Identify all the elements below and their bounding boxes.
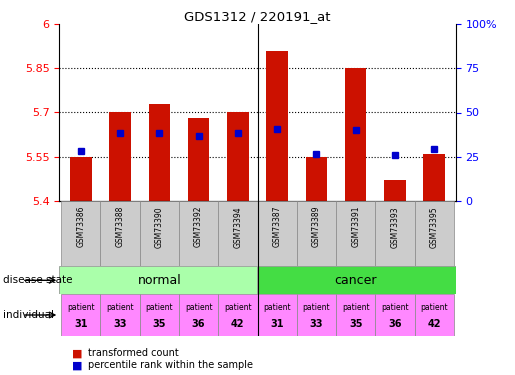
Text: patient: patient xyxy=(303,303,330,312)
Bar xyxy=(336,294,375,336)
Bar xyxy=(218,294,258,336)
Text: patient: patient xyxy=(185,303,212,312)
Text: GSM73386: GSM73386 xyxy=(76,206,85,248)
Bar xyxy=(109,112,131,201)
Text: patient: patient xyxy=(381,303,409,312)
Bar xyxy=(415,294,454,336)
Bar xyxy=(305,156,327,201)
Bar xyxy=(297,201,336,266)
Text: transformed count: transformed count xyxy=(88,348,178,358)
Text: 42: 42 xyxy=(427,319,441,329)
Text: GSM73387: GSM73387 xyxy=(272,206,282,248)
Text: 42: 42 xyxy=(231,319,245,329)
Text: ■: ■ xyxy=(72,360,82,370)
Text: patient: patient xyxy=(420,303,448,312)
Bar xyxy=(61,201,100,266)
Bar xyxy=(70,156,92,201)
Bar xyxy=(375,201,415,266)
Text: GSM73389: GSM73389 xyxy=(312,206,321,248)
Bar xyxy=(258,266,456,294)
Text: GSM73395: GSM73395 xyxy=(430,206,439,248)
Bar xyxy=(423,154,445,201)
Bar xyxy=(415,201,454,266)
Text: GSM73392: GSM73392 xyxy=(194,206,203,248)
Bar xyxy=(384,180,406,201)
Title: GDS1312 / 220191_at: GDS1312 / 220191_at xyxy=(184,10,331,23)
Bar xyxy=(297,294,336,336)
Text: patient: patient xyxy=(67,303,95,312)
Bar xyxy=(100,294,140,336)
Text: patient: patient xyxy=(342,303,369,312)
Bar xyxy=(61,294,100,336)
Text: disease state: disease state xyxy=(3,275,72,285)
Bar xyxy=(140,294,179,336)
Bar xyxy=(100,201,140,266)
Bar xyxy=(179,201,218,266)
Text: 35: 35 xyxy=(349,319,363,329)
Bar xyxy=(227,112,249,201)
Text: 33: 33 xyxy=(113,319,127,329)
Bar xyxy=(336,201,375,266)
Text: 36: 36 xyxy=(388,319,402,329)
Bar xyxy=(148,104,170,201)
Text: 35: 35 xyxy=(152,319,166,329)
Text: GSM73391: GSM73391 xyxy=(351,206,360,248)
Bar xyxy=(375,294,415,336)
Text: patient: patient xyxy=(106,303,134,312)
Bar xyxy=(140,201,179,266)
Bar xyxy=(218,201,258,266)
Text: 31: 31 xyxy=(270,319,284,329)
Bar xyxy=(188,118,210,201)
Text: percentile rank within the sample: percentile rank within the sample xyxy=(88,360,252,370)
Text: 31: 31 xyxy=(74,319,88,329)
Text: ■: ■ xyxy=(72,348,82,358)
Bar xyxy=(258,294,297,336)
Text: normal: normal xyxy=(138,274,181,287)
Bar xyxy=(258,201,297,266)
Text: GSM73394: GSM73394 xyxy=(233,206,243,248)
Text: 36: 36 xyxy=(192,319,205,329)
Text: patient: patient xyxy=(263,303,291,312)
Text: 33: 33 xyxy=(310,319,323,329)
Text: GSM73393: GSM73393 xyxy=(390,206,400,248)
Text: patient: patient xyxy=(146,303,173,312)
Text: GSM73388: GSM73388 xyxy=(115,206,125,247)
Bar xyxy=(266,51,288,201)
Text: cancer: cancer xyxy=(334,274,377,287)
Bar xyxy=(59,266,258,294)
Text: patient: patient xyxy=(224,303,252,312)
Bar xyxy=(345,68,367,201)
Text: GSM73390: GSM73390 xyxy=(155,206,164,248)
Text: individual: individual xyxy=(3,310,54,320)
Bar xyxy=(179,294,218,336)
